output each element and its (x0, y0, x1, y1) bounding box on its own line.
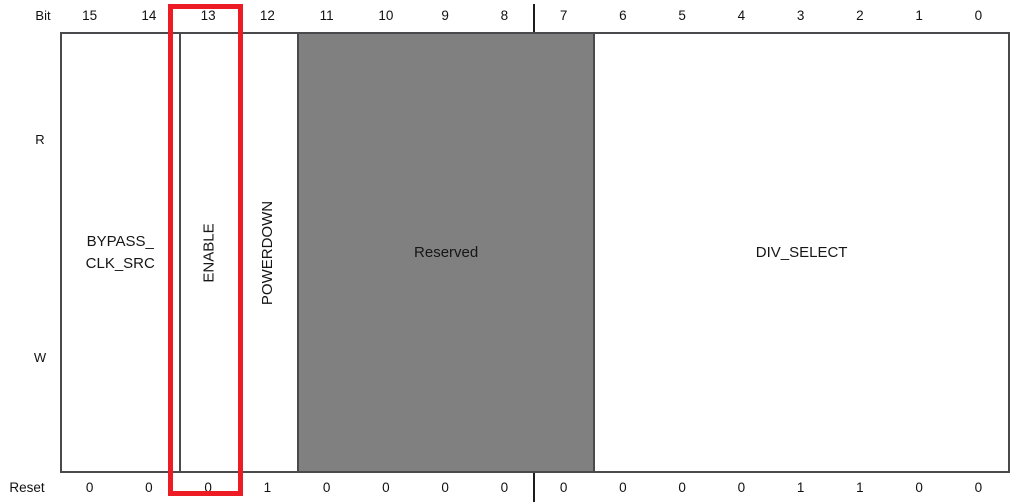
field-label-line: CLK_SRC (85, 254, 155, 272)
field-label-line: DIV_SELECT (755, 243, 848, 261)
byte-divider-tick-bottom (533, 473, 535, 502)
reset-value-bit-4: 0 (737, 480, 746, 495)
reset-value-bit-1: 0 (915, 480, 923, 495)
bit-number-9: 9 (441, 8, 449, 23)
bit-row-label: Bit (35, 8, 51, 23)
reset-value-bit-2: 1 (856, 480, 864, 495)
reset-row-label: Reset (9, 480, 45, 495)
bit-number-13: 13 (200, 8, 216, 23)
bit-number-1: 1 (915, 8, 923, 23)
reset-value-bit-10: 0 (382, 480, 390, 495)
field-label-div-select: DIV_SELECT (756, 242, 848, 264)
bit-number-0: 0 (974, 8, 983, 23)
bit-number-3: 3 (796, 8, 805, 23)
bit-number-7: 7 (559, 8, 568, 23)
reset-value-bit-8: 0 (500, 480, 509, 495)
enable-bit-highlight-box (168, 4, 244, 496)
field-label-line: POWERDOWN (259, 200, 277, 305)
field-label-bypass-clk-src: BYPASS_ CLK_SRC (86, 231, 155, 275)
bit-number-6: 6 (619, 8, 627, 23)
reset-value-bit-3: 1 (796, 480, 805, 495)
bit-number-8: 8 (500, 8, 509, 23)
reset-value-bit-5: 0 (678, 480, 686, 495)
field-cell-div-select: DIV_SELECT (593, 32, 1010, 473)
bit-number-2: 2 (856, 8, 864, 23)
bit-number-14: 14 (141, 8, 157, 23)
byte-divider-tick-top (533, 4, 535, 32)
field-cell-powerdown: POWERDOWN (237, 32, 297, 473)
field-cell-reserved: Reserved (297, 32, 594, 473)
reset-value-bit-0: 0 (974, 480, 983, 495)
reset-value-bit-15: 0 (85, 480, 94, 495)
reset-value-bit-14: 0 (145, 480, 153, 495)
bit-number-12: 12 (259, 8, 275, 23)
read-access-label: R (35, 132, 45, 147)
field-cell-enable: ENABLE (178, 32, 238, 473)
field-label-reserved: Reserved (414, 242, 478, 264)
reset-value-bit-13: 0 (204, 480, 212, 495)
write-access-label: W (33, 350, 47, 365)
reset-value-bit-9: 0 (441, 480, 449, 495)
bit-number-15: 15 (82, 8, 98, 23)
bit-number-11: 11 (319, 8, 334, 23)
reset-value-bit-6: 0 (619, 480, 627, 495)
field-label-powerdown: POWERDOWN (257, 200, 279, 304)
reset-value-bit-12: 1 (263, 480, 272, 495)
field-cell-bypass-clk-src: BYPASS_ CLK_SRC (60, 32, 179, 473)
bit-number-5: 5 (678, 8, 686, 23)
reset-value-bit-7: 0 (559, 480, 568, 495)
field-label-line: BYPASS_ (86, 232, 154, 250)
field-label-line: Reserved (414, 243, 479, 261)
reset-value-bit-11: 0 (322, 480, 331, 495)
bit-number-4: 4 (737, 8, 746, 23)
bit-number-10: 10 (378, 8, 394, 23)
